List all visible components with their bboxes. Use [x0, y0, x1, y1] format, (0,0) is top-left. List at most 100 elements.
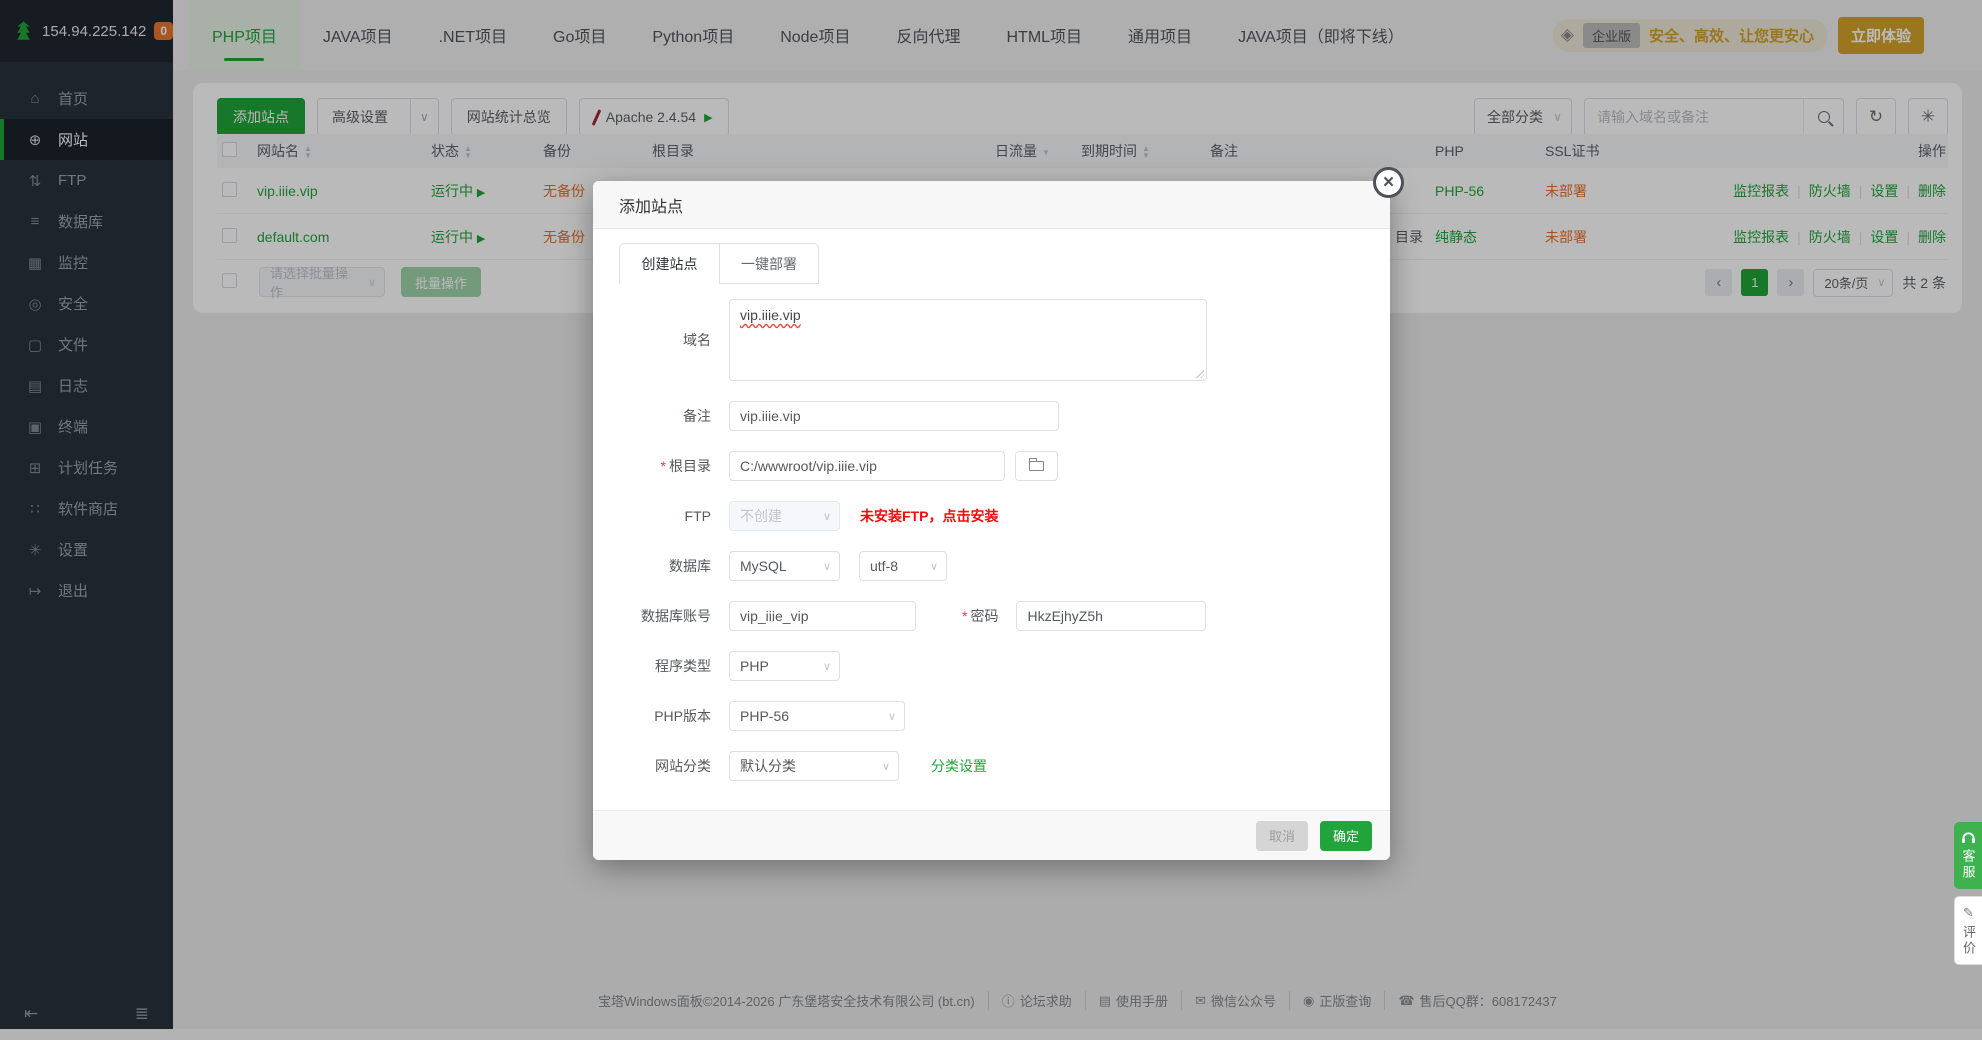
cancel-button[interactable]: 取消	[1255, 820, 1308, 851]
tab-one-click-deploy[interactable]: 一键部署	[719, 244, 818, 284]
site-stats-button[interactable]: 网站统计总览	[450, 98, 567, 136]
footer-link-qq[interactable]: ☎ 售后QQ群：608172437	[1384, 991, 1557, 1010]
status-running[interactable]: 运行中	[431, 182, 473, 199]
database-type-select[interactable]: MySQL	[729, 551, 840, 581]
charset-select[interactable]: utf-8	[859, 551, 947, 581]
sidebar-item-logout[interactable]: ↦ 退出	[0, 570, 173, 611]
menu-list-icon[interactable]: ≣	[134, 1004, 149, 1023]
app-type-select[interactable]: PHP	[729, 651, 840, 681]
row-checkbox[interactable]	[222, 227, 237, 243]
sort-icon[interactable]: ▲ ▼	[1142, 144, 1150, 161]
chevron-down-icon[interactable]: ∨	[410, 99, 438, 135]
confirm-button[interactable]: 确定	[1319, 820, 1372, 851]
php-version-select[interactable]: PHP-56	[729, 701, 905, 731]
table-settings-button[interactable]: ✳	[1908, 98, 1948, 136]
sidebar-item-terminal[interactable]: ▣ 终端	[27, 418, 89, 437]
prev-page-button[interactable]: ‹	[1705, 269, 1733, 296]
close-icon[interactable]: ×	[1373, 167, 1404, 198]
batch-operation-button[interactable]: 批量操作	[401, 267, 482, 297]
tab-go-project[interactable]: Go项目	[553, 29, 607, 46]
remark-input[interactable]	[729, 401, 1059, 431]
tab-create-site[interactable]: 创建站点	[641, 255, 698, 272]
site-name-link[interactable]: default.com	[257, 228, 330, 245]
settings-link[interactable]: 设置	[1870, 182, 1899, 199]
domain-textarea[interactable]: vip.iiie.vip	[729, 299, 1207, 381]
footer-link-manual[interactable]: ▤ 使用手册	[1084, 991, 1168, 1010]
support-label: 客服	[1960, 849, 1976, 881]
sidebar-item-appstore[interactable]: ∷ 软件商店	[0, 488, 173, 529]
search-button[interactable]	[1803, 99, 1843, 135]
ssl-status[interactable]: 未部署	[1545, 182, 1587, 199]
tab-python-project[interactable]: Python项目	[652, 29, 735, 46]
message-count-badge[interactable]: 0	[154, 22, 173, 40]
sidebar-item-logs[interactable]: ▤ 日志	[27, 377, 89, 396]
tab-node-project[interactable]: Node项目	[780, 29, 851, 46]
tab-php-project[interactable]: PHP项目	[189, 0, 300, 70]
appstore-icon: ∷	[30, 500, 40, 518]
site-category-row: 网站分类 默认分类 分类设置	[593, 751, 1390, 781]
webserver-button[interactable]: Apache 2.4.54 ▶	[578, 98, 729, 136]
settings-link[interactable]: 设置	[1870, 228, 1899, 245]
add-site-button[interactable]: 添加站点	[217, 98, 305, 136]
sort-icon[interactable]: ▲ ▼	[304, 144, 312, 161]
tab-general-project[interactable]: 通用项目	[1128, 29, 1193, 46]
select-all-checkbox[interactable]	[222, 142, 237, 157]
sidebar-item-monitor[interactable]: ▦ 监控	[27, 254, 89, 273]
sidebar-item-ftp[interactable]: ⇅ FTP	[0, 160, 173, 201]
play-icon[interactable]: ▶	[476, 232, 486, 245]
monitor-report-link[interactable]: 监控报表	[1733, 182, 1790, 199]
tab-java-project[interactable]: JAVA项目	[322, 29, 393, 46]
sidebar-item-home[interactable]: ⌂ 首页	[0, 78, 173, 119]
page-size-select[interactable]: 20条/页	[1813, 268, 1894, 297]
db-pass-input[interactable]	[1016, 601, 1207, 631]
sidebar-item-cron[interactable]: ⊞ 计划任务	[0, 447, 173, 488]
site-name-link[interactable]: vip.iiie.vip	[257, 182, 318, 199]
next-page-button[interactable]: ›	[1777, 269, 1805, 296]
sidebar-item-database[interactable]: ≡ 数据库	[0, 201, 173, 242]
sidebar-item-website[interactable]: ⊕ 网站	[0, 119, 173, 160]
footer-link-license[interactable]: ◉ 正版查询	[1288, 991, 1371, 1010]
backup-status[interactable]: 无备份	[543, 228, 585, 245]
root-dir-input[interactable]	[729, 451, 1005, 481]
status-running[interactable]: 运行中	[431, 228, 473, 245]
firewall-link[interactable]: 防火墙	[1808, 182, 1851, 199]
current-page[interactable]: 1	[1741, 269, 1769, 296]
search-input[interactable]	[1585, 99, 1803, 135]
category-filter-select[interactable]: 全部分类	[1474, 98, 1572, 136]
php-version-cell[interactable]: PHP-56	[1435, 182, 1485, 199]
browse-folder-button[interactable]	[1015, 451, 1058, 481]
play-icon[interactable]: ▶	[476, 186, 486, 199]
firewall-link[interactable]: 防火墙	[1808, 228, 1851, 245]
delete-link[interactable]: 删除	[1918, 182, 1946, 199]
delete-link[interactable]: 删除	[1918, 228, 1946, 245]
sort-icon[interactable]: ▲ ▼	[464, 144, 472, 161]
monitor-report-link[interactable]: 监控报表	[1733, 228, 1790, 245]
batch-operation-select[interactable]: 请选择批量操作	[259, 266, 385, 300]
tab-html-project[interactable]: HTML项目	[1006, 29, 1083, 46]
backup-status[interactable]: 无备份	[543, 182, 585, 199]
feedback-widget[interactable]: ✎ 评价	[1954, 896, 1982, 965]
try-now-button[interactable]: 立即体验	[1837, 16, 1924, 54]
collapse-sidebar-icon[interactable]: ⇤	[24, 1004, 39, 1023]
support-widget[interactable]: 客服	[1954, 822, 1982, 889]
sidebar-item-settings[interactable]: ✳ 设置	[0, 529, 173, 570]
site-category-select[interactable]: 默认分类	[729, 751, 899, 781]
enterprise-promo-pill[interactable]: ◈ 企业版 安全、高效、让您更安心	[1552, 18, 1828, 52]
refresh-button[interactable]: ↻	[1856, 98, 1896, 136]
category-settings-link[interactable]: 分类设置	[931, 758, 987, 774]
footer-link-wechat[interactable]: ✉ 微信公众号	[1181, 991, 1276, 1010]
batch-select-checkbox[interactable]	[222, 273, 237, 288]
db-user-input[interactable]	[729, 601, 916, 631]
ssl-status[interactable]: 未部署	[1545, 228, 1587, 245]
footer-link-forum[interactable]: ⓘ 论坛求助	[987, 991, 1072, 1010]
tab-dotnet-project[interactable]: .NET项目	[438, 29, 508, 46]
sidebar-item-security[interactable]: ◎ 安全	[0, 283, 173, 324]
ftp-install-warning-link[interactable]: 未安装FTP，点击安装	[860, 508, 999, 524]
filter-down-icon[interactable]: ▼	[1042, 147, 1050, 157]
copyright: 宝塔Windows面板©2014-2026 广东堡塔安全技术有限公司 (bt.c…	[598, 994, 975, 1009]
row-checkbox[interactable]	[222, 181, 237, 197]
php-version-cell[interactable]: 纯静态	[1435, 228, 1477, 245]
tab-java-deprecated[interactable]: JAVA项目（即将下线）	[1238, 29, 1404, 46]
tab-reverse-proxy[interactable]: 反向代理	[896, 29, 961, 46]
sidebar-item-files[interactable]: ▢ 文件	[27, 336, 89, 355]
